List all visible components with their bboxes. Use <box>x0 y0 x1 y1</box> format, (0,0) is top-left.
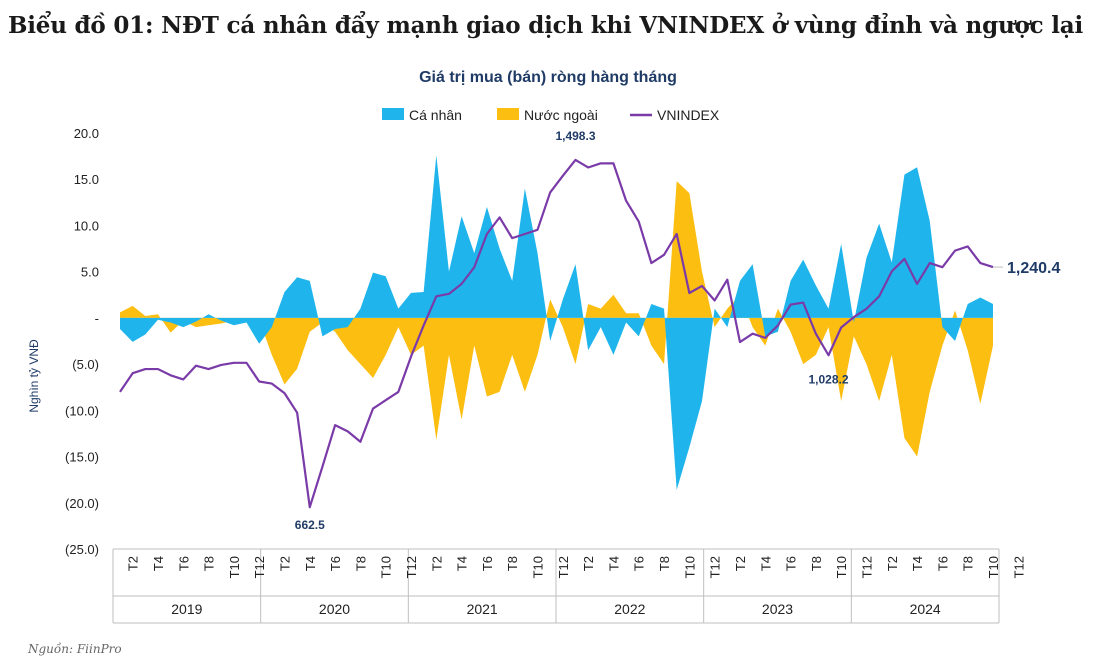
vnindex-layer <box>119 158 994 509</box>
page-title: Biểu đồ 01: NĐT cá nhân đẩy mạnh giao dị… <box>8 12 1084 39</box>
x-month-label: T8 <box>353 556 368 571</box>
x-month-label: T6 <box>480 556 495 571</box>
x-month-label: T6 <box>632 556 647 571</box>
source-note: Nguồn: FiinPro <box>28 642 122 656</box>
legend-nuoc-ngoai-label: Nước ngoài <box>524 107 598 123</box>
y-tick-label: 5.0 <box>81 265 99 280</box>
x-month-label: T2 <box>885 556 900 571</box>
x-month-label: T2 <box>278 556 293 571</box>
y-tick-label: 20.0 <box>74 126 99 141</box>
legend-ca-nhan-swatch <box>382 108 404 120</box>
x-month-label: T4 <box>455 556 470 571</box>
x-month-label: T8 <box>809 556 824 571</box>
x-month-label: T10 <box>531 556 546 578</box>
vnindex-line <box>119 158 994 509</box>
x-month-label: T6 <box>784 556 799 571</box>
x-month-label: T10 <box>379 556 394 578</box>
x-year-label: 2022 <box>614 601 645 617</box>
area-ca-nhan <box>120 155 993 490</box>
vnindex-last-value: 1,240.4 <box>1007 260 1060 277</box>
x-month-label: T2 <box>429 556 444 571</box>
x-month-label: T10 <box>834 556 849 578</box>
x-month-label: T10 <box>986 556 1001 578</box>
x-month-label: T8 <box>505 556 520 571</box>
x-month-label: T4 <box>910 556 925 571</box>
x-month-label: T12 <box>1011 556 1026 578</box>
y-tick-label: (10.0) <box>65 403 99 418</box>
legend-nuoc-ngoai-swatch <box>497 108 519 120</box>
y-tick-label: - <box>95 311 99 326</box>
legend-vnindex-label: VNINDEX <box>657 107 720 123</box>
x-month-label: T6 <box>176 556 191 571</box>
legend-ca-nhan-label: Cá nhân <box>409 107 462 123</box>
x-month-label: T8 <box>657 556 672 571</box>
x-month-label: T2 <box>733 556 748 571</box>
x-year-label: 2021 <box>467 601 498 617</box>
y-tick-label: (20.0) <box>65 496 99 511</box>
y-tick-label: (15.0) <box>65 450 99 465</box>
area-nuoc-ngoai <box>120 181 993 457</box>
x-month-label: T4 <box>303 556 318 571</box>
x-month-label: T6 <box>328 556 343 571</box>
y-axis-title: Nghìn tỷ VNĐ <box>27 339 41 413</box>
x-month-label: T2 <box>581 556 596 571</box>
y-tick-label: 15.0 <box>74 172 99 187</box>
vnindex-annotation: 662.5 <box>295 518 325 532</box>
chart-title: Giá trị mua (bán) ròng hàng tháng <box>419 69 677 86</box>
x-month-label: T12 <box>556 556 571 578</box>
y-tick-label: (5.0) <box>72 357 99 372</box>
x-month-label: T10 <box>682 556 697 578</box>
x-month-label: T10 <box>227 556 242 578</box>
x-month-label: T2 <box>126 556 141 571</box>
x-month-label: T6 <box>935 556 950 571</box>
x-month-label: T12 <box>860 556 875 578</box>
labels-layer: Giá trị mua (bán) ròng hàng tháng Cá nhân… <box>295 69 1061 532</box>
x-month-label: T4 <box>151 556 166 571</box>
axes-layer: 20.0 15.0 10.0 5.0 - (5.0) (10.0) (15.0) (20.0) (… <box>27 126 1026 624</box>
x-month-label: T4 <box>758 556 773 571</box>
x-month-label: T12 <box>708 556 723 578</box>
x-year-label: 2023 <box>762 601 793 617</box>
vnindex-annotation: 1,498.3 <box>555 129 595 143</box>
x-year-label: 2024 <box>910 601 941 617</box>
x-year-label: 2019 <box>171 601 202 617</box>
x-month-label: T8 <box>961 556 976 571</box>
area-layer <box>120 155 993 490</box>
y-tick-label: (25.0) <box>65 542 99 557</box>
y-tick-label: 10.0 <box>74 218 99 233</box>
x-month-label: T12 <box>252 556 267 578</box>
x-year-label: 2020 <box>319 601 350 617</box>
x-month-label: T8 <box>202 556 217 571</box>
vnindex-annotation: 1,028.2 <box>808 372 848 386</box>
x-month-label: T12 <box>404 556 419 578</box>
x-month-label: T4 <box>606 556 621 571</box>
